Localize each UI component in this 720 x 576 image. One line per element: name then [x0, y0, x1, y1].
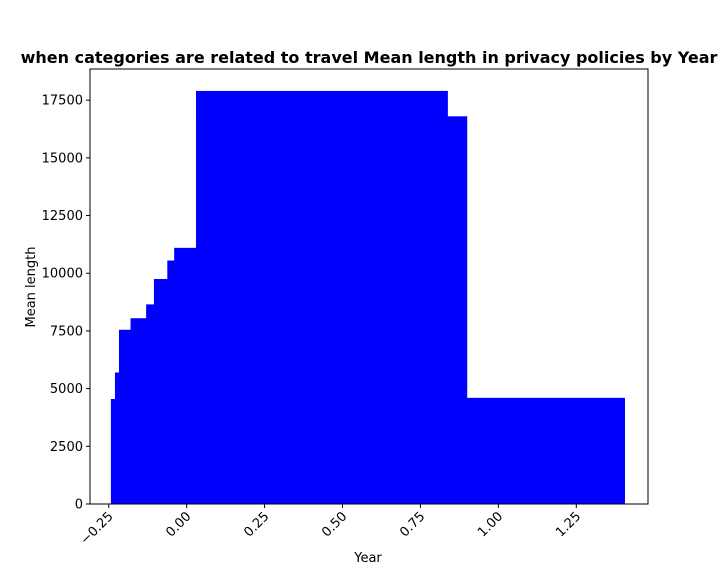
y-tick-label: 10000 — [42, 267, 83, 282]
x-axis-label: Year — [353, 551, 382, 566]
bar-1 — [114, 372, 121, 504]
plot-frame — [89, 68, 649, 505]
x-tick-label: 1.00 — [475, 509, 506, 540]
y-tick-label: 7500 — [50, 324, 83, 339]
y-axis-label: Mean length — [24, 247, 39, 328]
x-tick-label: −0.25 — [78, 509, 117, 548]
x-tick-label: 0.00 — [163, 509, 194, 540]
y-tick-label: 12500 — [42, 209, 83, 224]
y-tick-label: 2500 — [50, 440, 83, 455]
x-axis: −0.25 0.00 0.25 0.50 0.75 1.00 1.25 — [78, 504, 584, 548]
y-tick-label: 0 — [75, 498, 83, 513]
bars-layer — [110, 90, 625, 505]
bar-10 — [466, 397, 625, 504]
y-tick-label: 15000 — [42, 151, 83, 166]
bar-9 — [195, 90, 448, 505]
x-tick-label: 0.75 — [397, 509, 428, 540]
y-tick-label: 17500 — [42, 94, 83, 109]
bar-7 — [174, 247, 196, 504]
x-tick-label: 0.50 — [319, 509, 350, 540]
x-tick-label: 0.25 — [241, 509, 272, 540]
x-tick-label: 1.25 — [553, 509, 584, 540]
y-tick-label: 5000 — [50, 382, 83, 397]
chart-title: when categories are related to travel Me… — [21, 48, 718, 67]
y-axis: 0 2500 5000 7500 10000 12500 15000 17500 — [42, 94, 90, 513]
